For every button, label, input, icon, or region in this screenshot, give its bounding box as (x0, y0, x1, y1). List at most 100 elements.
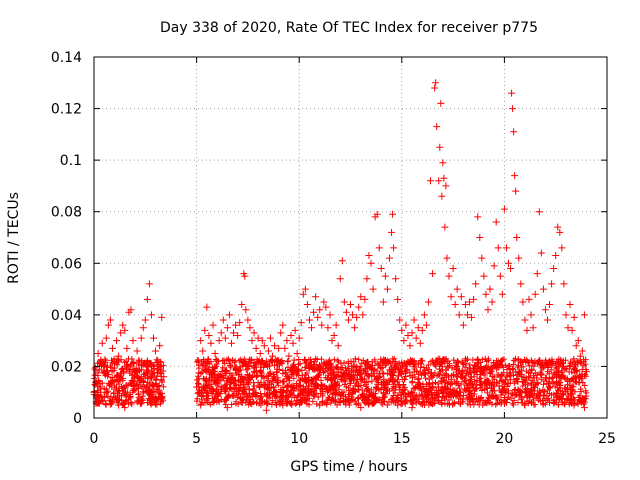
band-marker (429, 383, 436, 390)
band-marker (319, 386, 326, 393)
band-marker (270, 371, 277, 378)
band-marker (135, 359, 142, 366)
band-marker (422, 375, 429, 382)
data-point (293, 350, 301, 358)
data-point (496, 272, 504, 280)
band-marker (320, 369, 327, 376)
band-marker (117, 373, 124, 380)
band-marker (318, 377, 325, 384)
data-point (275, 344, 283, 352)
band-marker (157, 359, 164, 366)
data-point (445, 396, 453, 404)
band-marker (268, 401, 275, 408)
band-marker (398, 371, 405, 378)
band-marker (138, 362, 145, 369)
band-marker (138, 357, 145, 364)
band-marker (503, 366, 510, 373)
data-point (400, 337, 408, 345)
plot-frame (93, 56, 608, 419)
band-marker (575, 401, 582, 408)
band-marker (510, 401, 517, 408)
band-marker (348, 373, 355, 380)
data-point (580, 311, 588, 319)
band-marker (95, 378, 102, 385)
data-point (502, 399, 510, 407)
band-marker (338, 376, 345, 383)
data-point (241, 272, 249, 280)
x-tick-label: 20 (495, 431, 513, 447)
band-marker (193, 398, 200, 405)
data-point (203, 303, 211, 311)
band-marker (272, 393, 279, 400)
band-marker (458, 381, 465, 388)
band-marker (566, 368, 573, 375)
data-point (461, 301, 469, 309)
band-marker (193, 376, 200, 383)
data-point (500, 205, 508, 213)
data-point (330, 331, 338, 339)
band-marker (579, 395, 586, 402)
band-marker (242, 384, 249, 391)
data-point (432, 79, 440, 87)
data-point (324, 324, 332, 332)
band-marker (214, 381, 221, 388)
band-marker (319, 392, 326, 399)
data-point (488, 298, 496, 306)
band-marker (372, 395, 379, 402)
band-marker (394, 394, 401, 401)
band-marker (328, 377, 335, 384)
data-point (357, 404, 365, 412)
band-marker (511, 397, 518, 404)
band-marker (348, 362, 355, 369)
band-marker (482, 378, 489, 385)
band-marker (329, 370, 336, 377)
band-marker (357, 382, 364, 389)
band-marker (537, 361, 544, 368)
band-marker (123, 381, 130, 388)
band-marker (435, 389, 442, 396)
band-marker (449, 365, 456, 372)
band-marker (536, 387, 543, 394)
band-marker (153, 380, 160, 387)
band-marker (523, 368, 530, 375)
y-axis-label: ROTI / TECUs (6, 192, 22, 284)
band-marker (363, 358, 370, 365)
band-marker (473, 385, 480, 392)
band-marker (429, 374, 436, 381)
band-marker (568, 386, 575, 393)
data-point (570, 401, 578, 409)
band-marker (160, 362, 167, 369)
band-marker (560, 372, 567, 379)
band-marker (237, 363, 244, 370)
band-marker (135, 385, 142, 392)
data-point (102, 334, 110, 342)
data-point (437, 99, 445, 107)
data-point (502, 244, 510, 252)
data-point (147, 311, 155, 319)
band-marker (545, 378, 552, 385)
data-point (197, 337, 205, 345)
data-point (193, 383, 201, 391)
band-marker (223, 379, 230, 386)
data-point (340, 298, 348, 306)
band-marker (355, 386, 362, 393)
band-marker (413, 368, 420, 375)
band-marker (118, 369, 125, 376)
band-marker (549, 375, 556, 382)
band-marker (198, 399, 205, 406)
band-marker (435, 355, 442, 362)
band-marker (199, 369, 206, 376)
band-marker (524, 380, 531, 387)
band-marker (463, 370, 470, 377)
band-marker (392, 389, 399, 396)
band-marker (510, 366, 517, 373)
band-marker (418, 393, 425, 400)
band-marker (115, 388, 122, 395)
band-marker (409, 393, 416, 400)
band-marker (119, 365, 126, 372)
data-point (115, 401, 123, 409)
band-marker (572, 363, 579, 370)
data-point (349, 311, 357, 319)
band-marker (203, 393, 210, 400)
